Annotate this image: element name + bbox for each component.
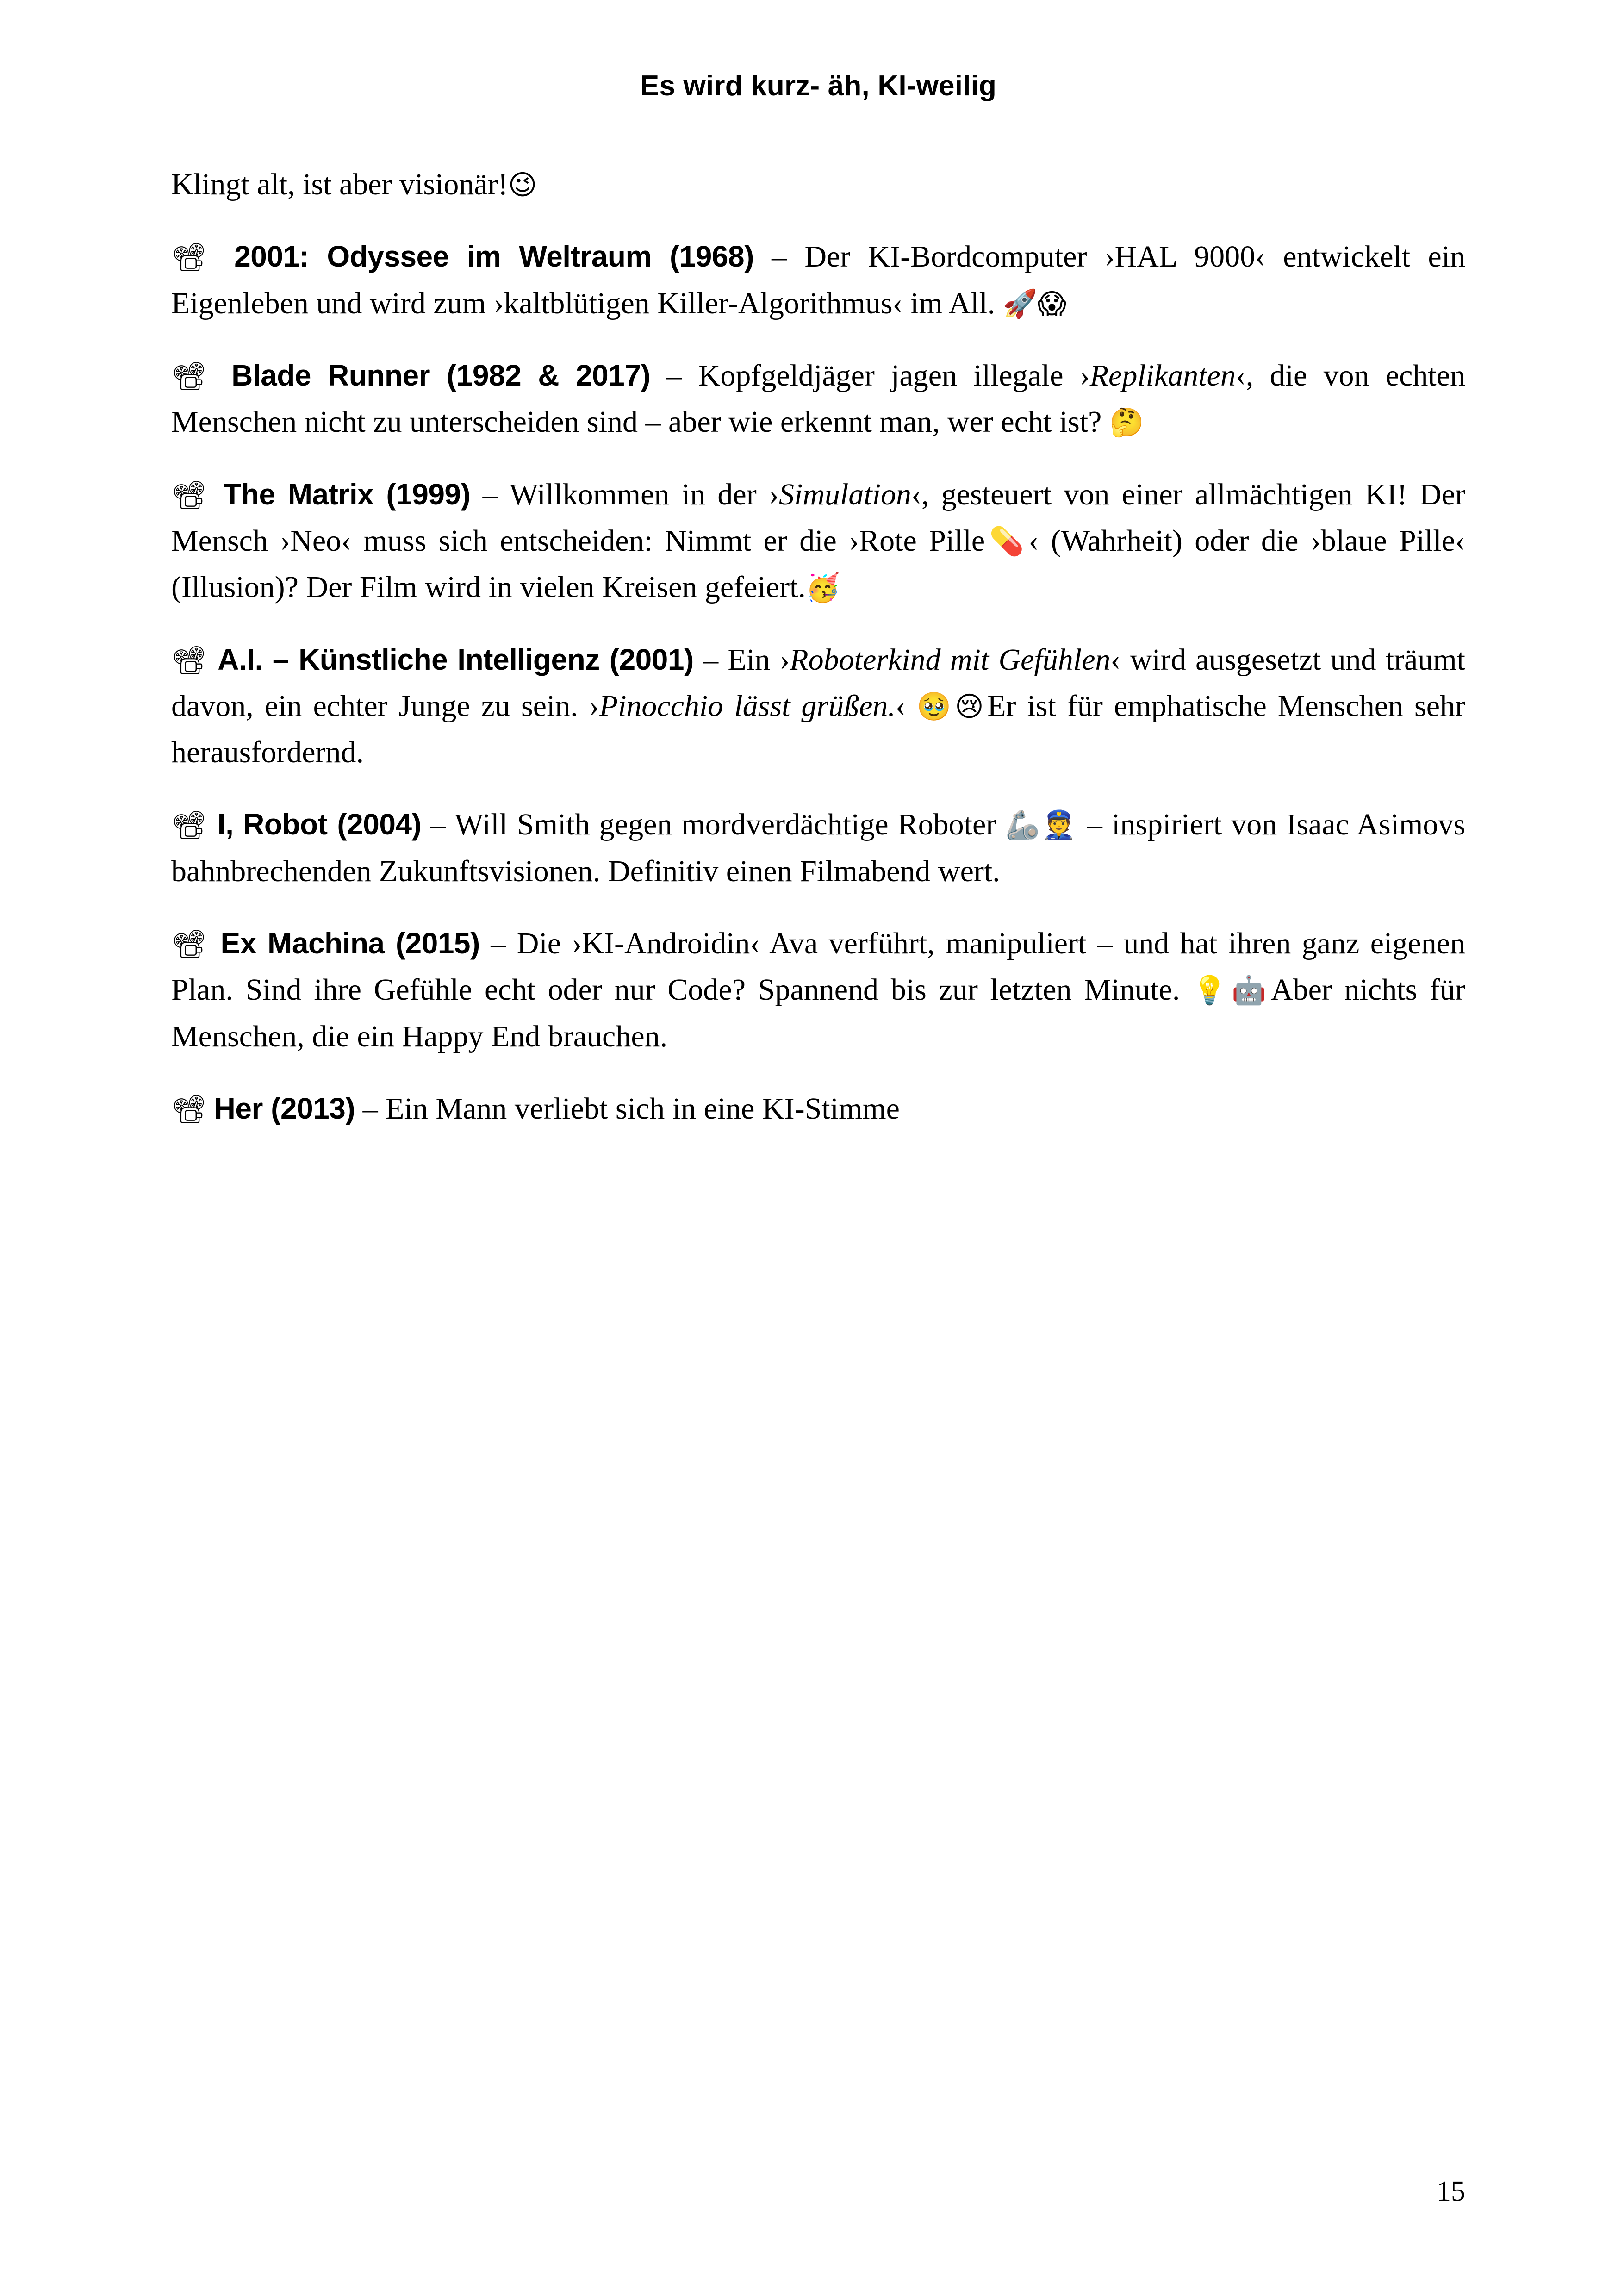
film-entry-ai: 📽 A.I. – Künstliche Intelligenz (2001) –… — [171, 637, 1465, 776]
mechanical-arm-and-police-officer-icon: 🦾👮 — [1005, 809, 1078, 842]
film-title: Blade Runner (1982 & 2017) — [231, 358, 651, 392]
film-projector-icon: 📽 — [171, 928, 210, 961]
film-projector-icon: 📽 — [171, 479, 211, 511]
film-title: Her (2013) — [214, 1092, 355, 1125]
film-dash: – — [355, 1092, 386, 1126]
film-body: Will Smith gegen mordverdächtige Roboter — [454, 808, 1006, 842]
page-number: 15 — [1437, 2176, 1465, 2207]
film-title: A.I. – Künstliche Intelligenz (2001) — [218, 642, 694, 676]
film-projector-icon: 📽 — [171, 360, 215, 392]
film-entry-matrix: 📽 The Matrix (1999) – Willkommen in der … — [171, 472, 1465, 611]
film-body: Kopfgeldjäger jagen illegale › — [698, 358, 1090, 392]
film-projector-icon: 📽 — [171, 1093, 207, 1126]
film-body: Ein › — [728, 642, 790, 677]
film-entry-2001: 📽 2001: Odyssee im Weltraum (1968) – Der… — [171, 234, 1465, 327]
film-body: ‹ (Wahrheit) oder die ›blaue Pille‹ (Ill… — [171, 523, 1465, 604]
film-entry-her: 📽 Her (2013) – Ein Mann verliebt sich in… — [171, 1086, 1465, 1132]
film-body-italic: Simulation — [779, 477, 912, 511]
intro-paragraph: Klingt alt, ist aber visionär!😉 — [171, 162, 1465, 208]
film-body: Die ›KI-Androidin‹ Ava verführt, manipul… — [171, 927, 1466, 1007]
film-body: Ein Mann verliebt sich in eine KI-Stimme — [386, 1092, 900, 1126]
film-body: Er ist für emphatische Menschen sehr her… — [171, 689, 1465, 770]
intro-text: Klingt alt, ist aber visionär! — [171, 168, 508, 201]
film-dash: – — [650, 358, 698, 392]
film-dash: – — [693, 642, 728, 677]
film-projector-icon: 📽 — [171, 644, 208, 677]
film-title: The Matrix (1999) — [223, 477, 471, 511]
film-entry-blade-runner: 📽 Blade Runner (1982 & 2017) – Kopfgeldj… — [171, 353, 1465, 446]
film-title: Ex Machina (2015) — [220, 927, 480, 960]
pill-icon: 💊 — [985, 525, 1029, 558]
film-dash: – — [753, 240, 805, 274]
film-body-italic: Pinocchio lässt grüßen. — [599, 689, 896, 723]
film-dash: – — [479, 927, 517, 961]
running-head: Es wird kurz- äh, KI-weilig — [640, 70, 997, 102]
film-dash: – — [421, 808, 455, 842]
film-body: ‹ wird ausgesetzt und träumt davon, ein … — [171, 642, 1466, 723]
film-entry-ex-machina: 📽 Ex Machina (2015) – Die ›KI-Androidin‹… — [171, 921, 1465, 1060]
film-body: Aber nichts für Menschen, die ein Happy … — [171, 973, 1465, 1053]
film-body: ‹, die von echten Menschen nicht zu unte… — [171, 358, 1466, 439]
winking-face-icon: 😉 — [508, 169, 537, 201]
rocket-and-screaming-face-icon: 🚀😱 — [1002, 287, 1067, 320]
film-body: Der KI-Bordcomputer ›HAL 9000‹ entwickel… — [171, 240, 1466, 320]
partying-face-icon: 🥳 — [805, 572, 840, 604]
film-body: – inspiriert von Isaac Asimovs bahnbrech… — [171, 808, 1466, 888]
holding-back-tears-and-crying-face-icon: 🥹😢 — [916, 690, 988, 723]
light-bulb-and-robot-icon: 💡🤖 — [1192, 974, 1271, 1007]
film-entry-i-robot: 📽 I, Robot (2004) – Will Smith gegen mor… — [171, 802, 1465, 895]
film-projector-icon: 📽 — [171, 241, 217, 274]
film-body-italic: Replikanten — [1089, 358, 1236, 392]
page-body: Klingt alt, ist aber visionär!😉 📽 2001: … — [171, 162, 1465, 1132]
film-body-italic: Roboterkind mit Gefühlen — [790, 642, 1111, 677]
film-body: ‹ — [895, 689, 917, 723]
film-title: I, Robot (2004) — [217, 808, 422, 841]
film-body: Willkommen in der › — [509, 477, 779, 511]
film-body: ‹, gesteuert von einer allmächtigen KI! … — [171, 477, 1465, 558]
thinking-face-icon: 🤔 — [1109, 406, 1144, 439]
film-dash: – — [470, 477, 510, 511]
film-title: 2001: Odyssee im Weltraum (1968) — [234, 240, 754, 274]
film-projector-icon: 📽 — [171, 809, 208, 842]
